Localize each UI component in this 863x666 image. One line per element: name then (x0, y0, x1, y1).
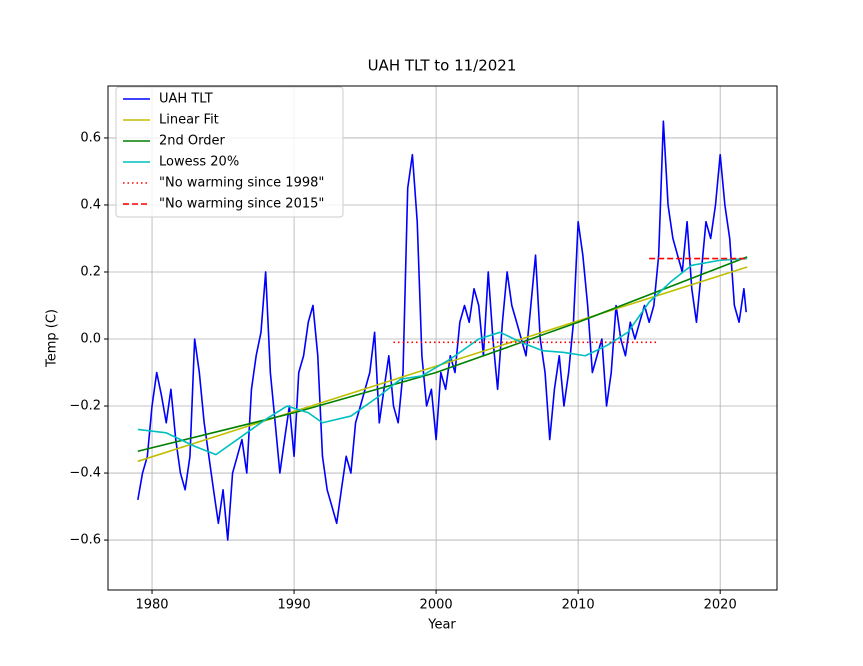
y-tick-label: −0.4 (69, 466, 101, 481)
series-line (137, 256, 748, 453)
legend-box (115, 86, 344, 218)
x-tick-label: 2020 (704, 598, 737, 613)
series-line (137, 257, 748, 456)
chart-title: UAH TLT to 11/2021 (368, 57, 517, 75)
y-tick-label: −0.6 (69, 533, 101, 548)
x-tick-label: 2010 (562, 598, 595, 613)
legend-label: Linear Fit (159, 113, 219, 128)
series-line (137, 120, 747, 541)
plot-area (137, 120, 748, 541)
y-tick-label: 0.6 (80, 130, 101, 145)
axes: 1980 1990 2000 2010 2020 −0.6 −0.4 −0.2 0.0 0.2 0.… (69, 130, 736, 612)
legend-label: 2nd Order (159, 134, 225, 149)
legend-label: UAH TLT (159, 92, 213, 107)
legend-label: "No warming since 1998" (159, 176, 324, 191)
legend: UAH TLT Linear Fit 2nd Order Lowess 20% "No … (115, 86, 344, 218)
y-axis-label: Temp (C) (45, 309, 60, 368)
y-tick-label: 0.4 (80, 197, 101, 212)
axes-frame (107, 85, 778, 591)
x-tick-label: 1980 (135, 598, 168, 613)
y-tick-label: 0.0 (80, 332, 101, 347)
legend-label: Lowess 20% (159, 155, 239, 170)
y-tick-label: −0.2 (69, 399, 101, 414)
x-axis-label: Year (427, 618, 456, 633)
legend-label: "No warming since 2015" (159, 197, 324, 212)
x-tick-label: 2000 (420, 598, 453, 613)
x-tick-label: 1990 (278, 598, 311, 613)
grid (108, 86, 777, 590)
y-tick-label: 0.2 (80, 264, 101, 279)
